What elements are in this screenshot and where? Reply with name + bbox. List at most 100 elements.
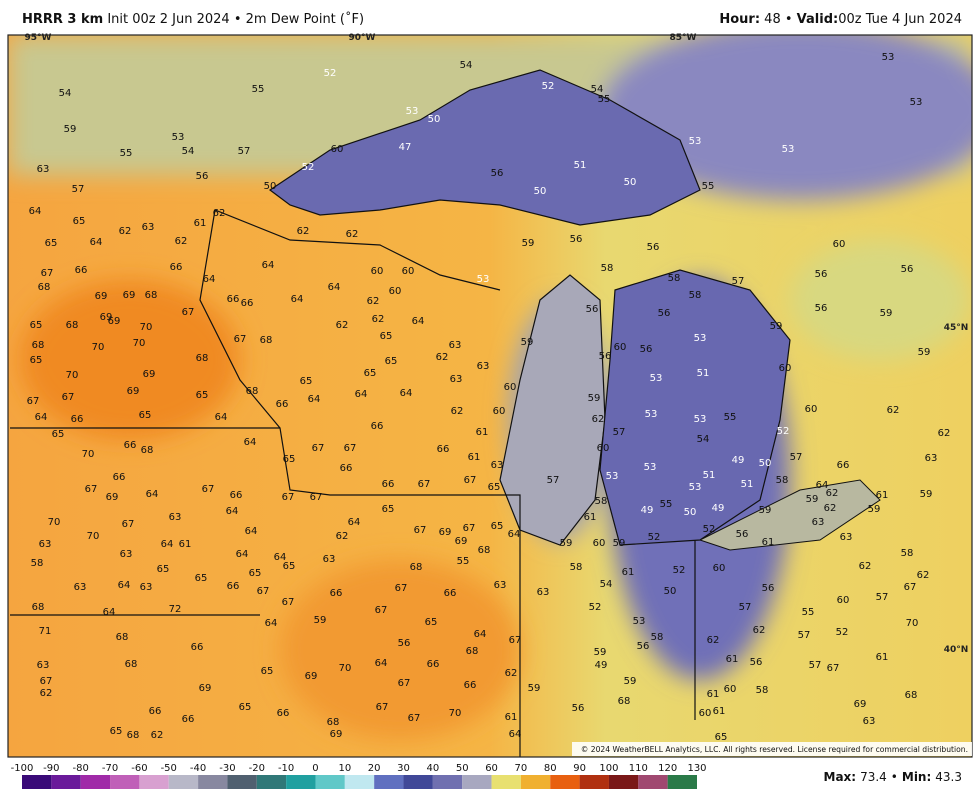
station-value: 66 — [170, 262, 183, 273]
station-value: 56 — [586, 304, 599, 315]
station-value: 66 — [276, 399, 289, 410]
station-value: 49 — [712, 503, 725, 514]
valid-label: Valid: — [796, 12, 839, 27]
station-value: 59 — [522, 238, 535, 249]
station-value: 60 — [371, 266, 384, 277]
station-value: 64 — [274, 552, 287, 563]
station-value: 60 — [699, 708, 712, 719]
station-value: 56 — [750, 657, 763, 668]
station-value: 57 — [739, 602, 752, 613]
station-value: 63 — [450, 374, 463, 385]
station-value: 61 — [194, 218, 207, 229]
station-value: 59 — [918, 347, 931, 358]
station-value: 65 — [249, 568, 262, 579]
footer-part: Min: — [902, 770, 931, 784]
map-field — [8, 35, 972, 757]
station-value: 64 — [103, 607, 116, 618]
station-value: 64 — [412, 316, 425, 327]
station-value: 61 — [726, 654, 739, 665]
station-value: 61 — [762, 537, 775, 548]
colorbar-segment — [286, 775, 316, 789]
station-value: 66 — [464, 680, 477, 691]
station-value: 67 — [463, 523, 476, 534]
station-value: 64 — [308, 394, 321, 405]
station-value: 68 — [466, 646, 479, 657]
colorbar-tick-label: 80 — [544, 763, 557, 774]
station-value: 68 — [905, 690, 918, 701]
station-value: 64 — [29, 206, 42, 217]
station-value: 63 — [812, 517, 825, 528]
station-value: 60 — [805, 404, 818, 415]
station-value: 50 — [428, 114, 441, 125]
init: Init 00z 2 Jun 2024 — [107, 12, 230, 27]
station-value: 51 — [574, 160, 587, 171]
station-value: 66 — [113, 472, 126, 483]
station-value: 56 — [640, 344, 653, 355]
colorbar-segment — [432, 775, 463, 789]
station-value: 53 — [477, 274, 490, 285]
station-value: 66 — [277, 708, 290, 719]
station-value: 60 — [504, 382, 517, 393]
station-value: 64 — [291, 294, 304, 305]
station-value: 67 — [344, 443, 357, 454]
station-value: 62 — [40, 688, 53, 699]
colorbar-segment — [80, 775, 111, 789]
station-value: 57 — [809, 660, 822, 671]
station-value: 50 — [759, 458, 772, 469]
station-value: 50 — [264, 181, 277, 192]
station-value: 54 — [697, 434, 710, 445]
station-value: 65 — [196, 390, 209, 401]
station-value: 63 — [74, 582, 87, 593]
station-value: 58 — [776, 475, 789, 486]
station-value: 63 — [120, 549, 133, 560]
station-value: 68 — [32, 340, 45, 351]
station-value: 53 — [645, 409, 658, 420]
station-value: 67 — [282, 492, 295, 503]
station-value: 62 — [887, 405, 900, 416]
grid-label: 85°W — [670, 33, 697, 43]
station-value: 49 — [641, 505, 654, 516]
station-value: 58 — [570, 562, 583, 573]
station-value: 57 — [798, 630, 811, 641]
station-value: 64 — [245, 526, 258, 537]
station-value: 50 — [684, 507, 697, 518]
station-value: 52 — [777, 426, 790, 437]
station-value: 57 — [790, 452, 803, 463]
station-value: 66 — [71, 414, 84, 425]
station-value: 70 — [82, 449, 95, 460]
station-value: 70 — [449, 708, 462, 719]
station-value: 62 — [336, 320, 349, 331]
station-value: 53 — [910, 97, 923, 108]
station-value: 61 — [505, 712, 518, 723]
station-value: 67 — [464, 475, 477, 486]
station-value: 53 — [694, 414, 707, 425]
station-value: 49 — [595, 660, 608, 671]
station-value: 65 — [283, 561, 296, 572]
station-value: 67 — [509, 635, 522, 646]
station-value: 51 — [697, 368, 710, 379]
station-value: 65 — [364, 368, 377, 379]
station-value: 56 — [196, 171, 209, 182]
station-value: 61 — [179, 539, 192, 550]
station-value: 55 — [802, 607, 815, 618]
station-value: 60 — [614, 342, 627, 353]
station-value: 56 — [637, 641, 650, 652]
grid-label: 95°W — [25, 33, 52, 43]
colorbar-tick-label: 130 — [687, 763, 706, 774]
station-value: 55 — [660, 499, 673, 510]
station-value: 66 — [340, 463, 353, 474]
station-value: 70 — [906, 618, 919, 629]
footer-stats: Max: 73.4 • Min: 43.3 — [824, 770, 963, 784]
station-value: 64 — [375, 658, 388, 669]
grid-label: 90°W — [349, 33, 376, 43]
sep: • — [233, 12, 242, 27]
station-value: 65 — [261, 666, 274, 677]
station-value: 58 — [601, 263, 614, 274]
station-value: 67 — [408, 713, 421, 724]
station-value: 50 — [664, 586, 677, 597]
colorbar-segment — [608, 775, 639, 789]
station-value: 65 — [380, 331, 393, 342]
station-value: 69 — [123, 290, 136, 301]
station-value: 63 — [537, 587, 550, 598]
station-value: 62 — [753, 625, 766, 636]
